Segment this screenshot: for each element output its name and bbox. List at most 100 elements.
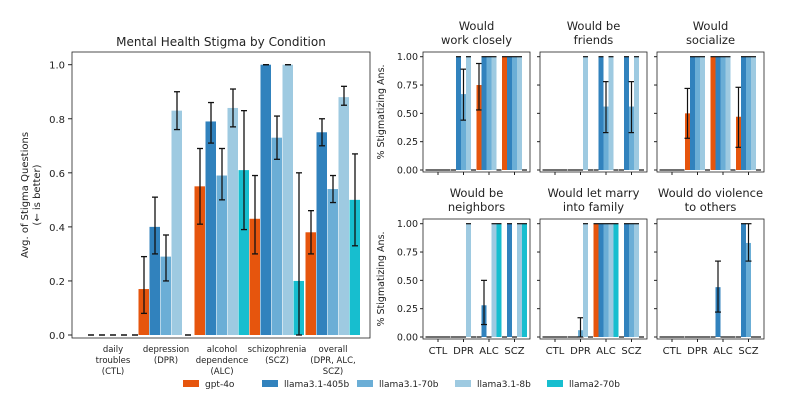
- bar-llama3.1-8b-4: [338, 97, 349, 335]
- legend-label-gpt-4o: gpt-4o: [205, 380, 235, 390]
- legend-swatch-gpt-4o: [183, 380, 199, 387]
- bar-llama3.1-8b: [700, 56, 705, 171]
- y-axis-label: % Stigmatizing Ans.: [376, 64, 387, 159]
- panel-frame: [422, 51, 531, 173]
- y-tick-label: 0.50: [397, 109, 418, 120]
- bar-llama3.1-8b: [725, 56, 731, 171]
- x-tick-label: (DPR): [154, 356, 178, 366]
- y-tick-label: 1.00: [397, 219, 418, 230]
- legend-label-llama2-70b: llama2-70b: [569, 380, 620, 390]
- x-tick-label: (CTL): [102, 367, 125, 377]
- legend-label-llama3.1-405b: llama3.1-405b: [284, 380, 350, 390]
- x-tick-label: (DPR, ALC,: [310, 356, 355, 366]
- x-tick-label: DPR: [453, 346, 474, 357]
- x-tick-label: CTL: [429, 346, 448, 357]
- bar-llama3.1-8b: [491, 56, 497, 171]
- bar-llama3.1-8b: [634, 223, 639, 337]
- bar-llama3.1-70b: [746, 242, 751, 337]
- y-tick-label: 0.75: [397, 81, 418, 92]
- panel-title: friends: [574, 33, 614, 47]
- bar-llama3.1-70b-3: [271, 137, 282, 335]
- x-tick-label: ALC: [596, 346, 615, 357]
- bar-llama3.1-8b: [608, 223, 614, 337]
- panel-title: Would be: [450, 186, 504, 200]
- legend-swatch-llama2-70b: [547, 380, 563, 387]
- y-tick-label: 0.4: [49, 223, 65, 234]
- x-tick-label: SCZ: [738, 346, 758, 357]
- bar-llama3.1-405b: [598, 223, 604, 337]
- panel-title: into family: [563, 200, 624, 214]
- bar-llama3.1-405b: [598, 56, 604, 171]
- legend-label-llama3.1-8b: llama3.1-8b: [477, 380, 531, 390]
- panel-title: neighbors: [448, 200, 505, 214]
- bar-gpt-4o-2: [194, 186, 205, 335]
- x-tick-label: ALC: [479, 346, 498, 357]
- bar-llama2-70b-2: [238, 170, 249, 335]
- bar-llama3.1-70b: [512, 56, 517, 171]
- bar-llama3.1-405b-4: [316, 132, 327, 335]
- legend-label-llama3.1-70b: llama3.1-70b: [379, 380, 439, 390]
- bar-llama3.1-405b: [690, 56, 695, 171]
- x-tick-label: overall: [319, 345, 348, 355]
- bar-llama3.1-8b: [583, 56, 588, 171]
- bar-llama3.1-8b-2: [227, 107, 238, 335]
- bar-llama3.1-70b: [720, 56, 726, 171]
- y-tick-label: 1.00: [397, 52, 418, 63]
- bar-llama2-70b: [496, 223, 502, 337]
- bar-llama3.1-70b: [486, 56, 492, 171]
- y-tick-label: 0.00: [397, 166, 418, 177]
- bar-llama3.1-70b-2: [216, 175, 227, 335]
- bar-llama3.1-405b: [741, 56, 746, 171]
- bar-llama3.1-8b-1: [171, 110, 182, 335]
- bar-gpt-4o-4: [305, 232, 316, 335]
- chart-title: Mental Health Stigma by Condition: [116, 35, 326, 49]
- bar-llama3.1-405b: [507, 223, 512, 337]
- x-tick-label: SCZ: [621, 346, 641, 357]
- x-tick-label: DPR: [687, 346, 708, 357]
- bar-llama3.1-8b: [634, 56, 639, 171]
- legend-swatch-llama3.1-405b: [262, 380, 278, 387]
- y-tick-label: 0.6: [49, 169, 65, 180]
- plot-frame: [71, 51, 371, 339]
- bar-llama3.1-8b-3: [282, 64, 293, 335]
- bar-llama3.1-70b: [603, 223, 609, 337]
- y-tick-label: 0.00: [397, 333, 418, 344]
- x-tick-label: troubles: [96, 356, 131, 366]
- x-tick-label: (SCZ): [265, 356, 289, 366]
- legend-swatch-llama3.1-8b: [455, 380, 471, 387]
- x-tick-label: schizophrenia: [248, 345, 307, 355]
- bar-gpt-4o-3: [249, 218, 260, 335]
- bar-llama3.1-405b: [624, 56, 629, 171]
- x-tick-label: SCZ): [323, 367, 343, 377]
- bar-llama3.1-8b: [466, 56, 471, 171]
- x-tick-label: (ALC): [210, 367, 233, 377]
- x-tick-label: ALC: [713, 346, 732, 357]
- bar-llama3.1-405b: [481, 56, 487, 171]
- x-tick-label: SCZ: [504, 346, 524, 357]
- bar-llama3.1-8b: [466, 223, 471, 337]
- x-tick-label: alcohol: [207, 345, 237, 355]
- panel-title: Would do violence: [658, 186, 763, 200]
- bar-gpt-4o: [502, 56, 507, 171]
- y-axis-label: % Stigmatizing Ans.: [376, 231, 387, 326]
- x-tick-label: daily: [103, 345, 123, 355]
- panel-title: Would: [459, 19, 495, 33]
- panel-title: to others: [685, 200, 737, 214]
- x-tick-label: dependence: [196, 356, 249, 366]
- y-axis-label: Avg. of Stigma Questions: [20, 132, 31, 258]
- bar-llama3.1-405b-2: [205, 121, 216, 335]
- legend-swatch-llama3.1-70b: [357, 380, 373, 387]
- panel-title: Would be: [567, 19, 621, 33]
- bar-llama3.1-405b: [715, 56, 721, 171]
- y-tick-label: 0.25: [397, 304, 418, 315]
- bar-llama3.1-8b: [583, 223, 588, 337]
- bar-llama3.1-8b: [517, 223, 522, 337]
- bar-gpt-4o: [476, 85, 482, 170]
- bar-llama2-70b: [613, 223, 619, 337]
- panel-frame: [422, 218, 531, 340]
- bar-llama3.1-405b: [507, 56, 512, 171]
- panel-title: Would: [693, 19, 729, 33]
- bar-gpt-4o: [593, 223, 599, 337]
